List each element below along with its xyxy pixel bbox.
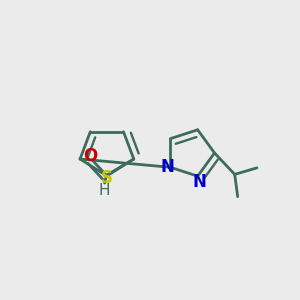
Text: S: S [101,169,113,187]
Text: N: N [160,158,174,176]
Text: N: N [192,172,206,190]
Text: H: H [98,183,110,198]
Text: O: O [83,147,98,165]
